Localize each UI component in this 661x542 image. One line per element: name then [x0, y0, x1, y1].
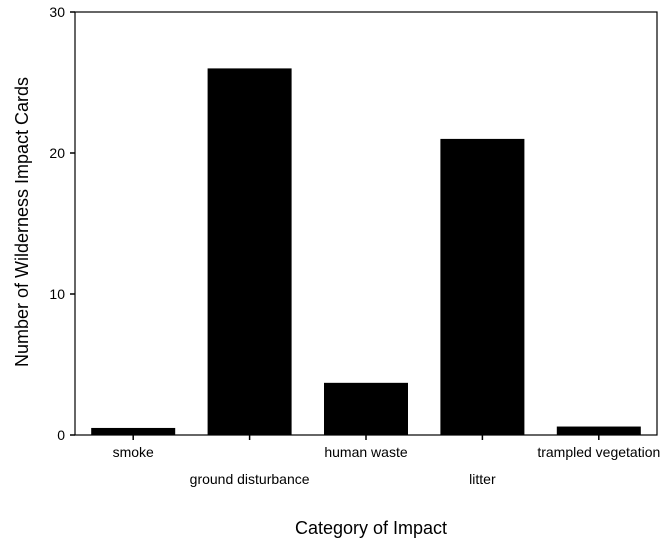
y-tick-label: 0: [57, 427, 65, 443]
x-tick-label: ground disturbance: [190, 471, 310, 487]
bar: [207, 68, 292, 436]
x-tick-label: litter: [469, 471, 496, 487]
bars: [91, 68, 641, 436]
x-axis-title: Category of Impact: [295, 518, 447, 538]
bar: [324, 382, 408, 435]
y-ticks: 0 10 20 30: [49, 4, 75, 443]
x-tick-labels: smoke ground disturbance human waste litter…: [113, 435, 660, 487]
bar: [91, 427, 176, 435]
y-axis-title: Number of Wilderness Impact Cards: [12, 77, 32, 367]
x-tick-label: smoke: [113, 444, 154, 460]
x-tick-label: trampled vegetation: [537, 444, 660, 460]
axes: [74, 11, 658, 436]
bar: [440, 138, 525, 435]
bar: [556, 426, 641, 435]
y-tick-label: 30: [49, 4, 65, 20]
x-tick-label: human waste: [324, 444, 407, 460]
plot-frame: [74, 11, 658, 436]
y-tick-label: 10: [49, 286, 65, 302]
y-tick-label: 20: [49, 145, 65, 161]
